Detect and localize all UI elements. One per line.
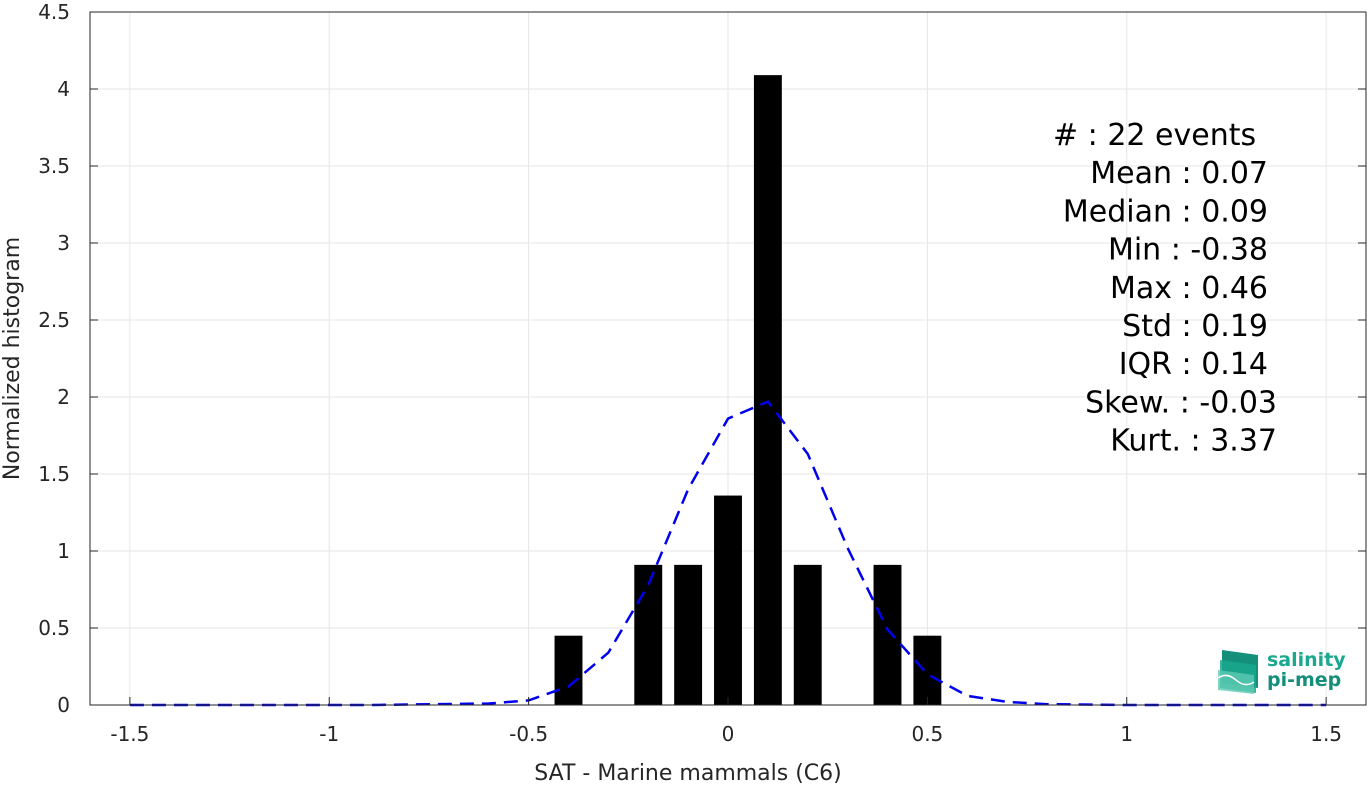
y-tick-label: 2.5: [38, 308, 70, 332]
stats-line: Max : 0.46: [1110, 271, 1268, 306]
y-tick-label: 1: [57, 539, 70, 563]
x-axis-ticks: -1.5 -1 -0.5 0 0.5 1 1.5: [110, 697, 1342, 746]
x-tick-label: 0.5: [911, 722, 943, 746]
y-tick-label: 0.5: [38, 616, 70, 640]
stats-line: Mean : 0.07: [1090, 156, 1268, 191]
y-tick-label: 2: [57, 385, 70, 409]
stats-line: Median : 0.09: [1063, 194, 1268, 229]
y-tick-label: 0: [57, 693, 70, 717]
stats-line: # : 22 events: [1053, 118, 1256, 153]
stats-line: Kurt. : 3.37: [1110, 424, 1277, 459]
y-tick-label: 3: [57, 231, 70, 255]
y-axis-label: Normalized histogram: [0, 237, 25, 480]
histogram-bar: [674, 564, 703, 705]
histogram-bars: [554, 75, 942, 705]
x-tick-label: 1: [1120, 722, 1133, 746]
x-tick-label: -1.5: [110, 722, 149, 746]
normal-fit-curve: [129, 400, 1327, 707]
stats-line: Std : 0.19: [1122, 309, 1268, 344]
histogram-bar: [714, 495, 742, 705]
histogram-bar: [913, 635, 942, 705]
x-tick-label: -0.5: [509, 722, 548, 746]
y-tick-label: 4: [57, 77, 70, 101]
histogram-bar: [793, 564, 822, 705]
histogram-bar: [753, 75, 782, 705]
x-axis-label: SAT - Marine mammals (C6): [534, 761, 842, 785]
histogram-bar: [873, 564, 902, 705]
histogram-bar: [554, 635, 583, 705]
x-tick-label: 0: [722, 722, 735, 746]
stats-line: Min : -0.38: [1108, 233, 1268, 268]
logo-waves-icon: [1217, 650, 1258, 694]
y-tick-label: 3.5: [38, 154, 70, 178]
x-tick-label: 1.5: [1310, 722, 1342, 746]
y-axis-ticks: 0 0.5 1 1.5 2 2.5 3 3.5 4 4.5: [38, 0, 1366, 717]
logo-line1: salinity: [1267, 649, 1346, 671]
y-tick-label: 4.5: [38, 0, 70, 24]
histogram-bar: [634, 564, 663, 705]
salinity-pi-mep-logo: salinity pi-mep: [1217, 649, 1346, 694]
x-tick-label: -1: [319, 722, 339, 746]
logo-line2: pi-mep: [1267, 669, 1341, 691]
stats-line: Skew. : -0.03: [1085, 385, 1277, 420]
y-tick-label: 1.5: [38, 462, 70, 486]
stats-line: IQR : 0.14: [1119, 347, 1268, 382]
